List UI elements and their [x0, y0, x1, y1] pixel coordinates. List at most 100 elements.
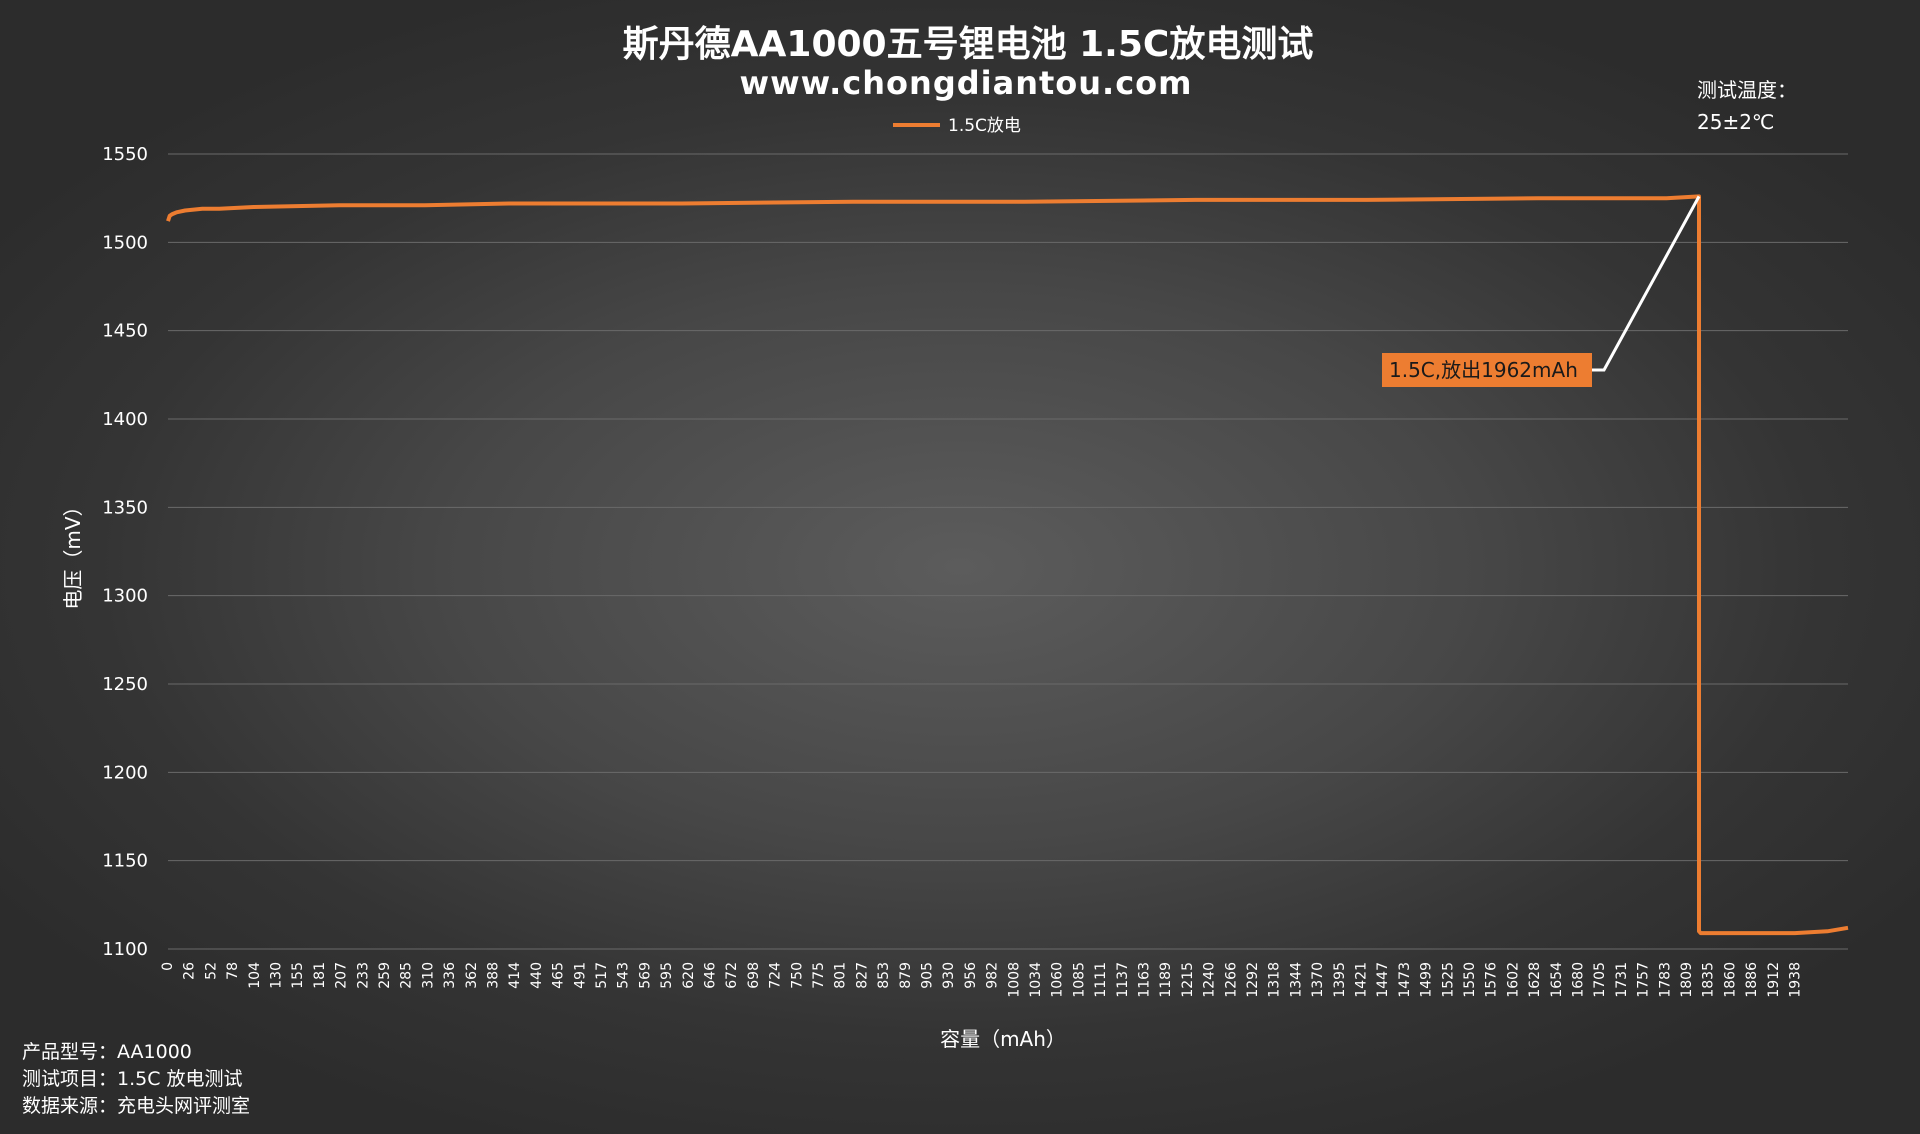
y-tick-label: 1100 — [102, 939, 148, 960]
x-tick-label: 78 — [225, 962, 241, 980]
x-tick-label: 388 — [486, 962, 502, 989]
x-tick-label: 1344 — [1288, 962, 1304, 998]
x-tick-label: 465 — [551, 962, 567, 989]
x-tick-label: 1085 — [1071, 962, 1087, 998]
x-tick-label: 905 — [920, 962, 936, 989]
x-axis-label: 容量（mAh） — [940, 1027, 1066, 1051]
x-tick-label: 155 — [290, 962, 306, 989]
legend: 1.5C放电 — [893, 116, 1021, 136]
x-tick-label: 750 — [789, 962, 805, 989]
x-tick-label: 1421 — [1354, 962, 1370, 998]
series-line — [166, 194, 1849, 936]
x-tick-label: 982 — [985, 962, 1001, 989]
x-tick-label: 181 — [312, 962, 328, 989]
y-tick-label: 1550 — [102, 144, 148, 165]
x-tick-label: 1731 — [1614, 962, 1630, 998]
x-axis-ticks: 0 26 52 78 104 130 155 181 207 233 259 285 310 336 362… — [160, 962, 1804, 998]
info-test-item: 测试项目：1.5C 放电测试 — [22, 1068, 243, 1090]
annotation: 1.5C,放出1962mAh — [1382, 195, 1701, 387]
x-tick-label: 1008 — [1006, 962, 1022, 998]
y-tick-label: 1200 — [102, 762, 148, 783]
x-tick-label: 1111 — [1093, 962, 1109, 998]
x-tick-label: 440 — [529, 962, 545, 989]
annotation-box — [1382, 353, 1592, 387]
x-tick-label: 26 — [182, 962, 198, 980]
y-tick-label: 1150 — [102, 851, 148, 872]
grid — [168, 153, 1848, 950]
x-tick-label: 775 — [811, 962, 827, 989]
temperature-value: 25±2℃ — [1697, 110, 1774, 134]
legend-label: 1.5C放电 — [948, 116, 1021, 136]
x-tick-label: 1576 — [1484, 962, 1500, 998]
x-tick-label: 52 — [203, 962, 219, 980]
x-tick-label: 853 — [876, 962, 892, 989]
x-tick-label: 1654 — [1549, 962, 1565, 998]
annotation-text: 1.5C,放出1962mAh — [1389, 358, 1578, 382]
x-tick-label: 1034 — [1028, 962, 1044, 998]
info-source: 数据来源：充电头网评测室 — [22, 1095, 250, 1117]
x-tick-label: 1757 — [1636, 962, 1652, 998]
x-tick-label: 1370 — [1310, 962, 1326, 998]
chart-title: 斯丹德AA1000五号锂电池 1.5C放电测试 — [623, 24, 1314, 65]
x-tick-label: 1395 — [1332, 962, 1348, 998]
x-tick-label: 1292 — [1245, 962, 1261, 998]
x-tick-label: 0 — [160, 962, 176, 971]
x-tick-label: 1550 — [1462, 962, 1478, 998]
x-tick-label: 1447 — [1375, 962, 1391, 998]
x-tick-label: 1189 — [1158, 962, 1174, 998]
x-tick-label: 104 — [247, 962, 263, 989]
y-tick-label: 1450 — [102, 321, 148, 342]
x-tick-label: 879 — [898, 962, 914, 989]
y-tick-label: 1500 — [102, 232, 148, 253]
x-tick-label: 233 — [355, 962, 371, 989]
annotation-leader-line — [1592, 195, 1701, 372]
x-tick-label: 207 — [334, 962, 350, 989]
x-tick-label: 1137 — [1115, 962, 1131, 998]
x-tick-label: 1835 — [1701, 962, 1717, 998]
x-tick-label: 1266 — [1223, 962, 1239, 998]
x-tick-label: 1886 — [1744, 962, 1760, 998]
x-tick-label: 310 — [420, 962, 436, 989]
x-tick-label: 362 — [464, 962, 480, 989]
x-tick-label: 1809 — [1679, 962, 1695, 998]
x-tick-label: 595 — [659, 962, 675, 989]
x-tick-label: 491 — [572, 962, 588, 989]
x-tick-label: 569 — [637, 962, 653, 989]
x-tick-label: 930 — [941, 962, 957, 989]
x-tick-label: 801 — [833, 962, 849, 989]
x-tick-label: 285 — [399, 962, 415, 989]
x-tick-label: 1473 — [1397, 962, 1413, 998]
x-tick-label: 130 — [269, 962, 285, 989]
x-tick-label: 1525 — [1440, 962, 1456, 998]
x-tick-label: 414 — [507, 962, 523, 989]
y-tick-label: 1350 — [102, 497, 148, 518]
y-tick-label: 1400 — [102, 409, 148, 430]
x-tick-label: 620 — [681, 962, 697, 989]
x-tick-label: 1783 — [1657, 962, 1673, 998]
temperature-label: 测试温度： — [1697, 78, 1797, 102]
x-tick-label: 1215 — [1180, 962, 1196, 998]
y-axis-ticks: 1550 1500 1450 1400 1350 1300 1250 1200 1150 1100 — [102, 144, 148, 960]
x-tick-label: 827 — [854, 962, 870, 989]
x-tick-label: 672 — [724, 962, 740, 989]
x-tick-label: 1912 — [1766, 962, 1782, 998]
x-tick-label: 517 — [594, 962, 610, 989]
x-tick-label: 543 — [616, 962, 632, 989]
info-model: 产品型号：AA1000 — [22, 1041, 192, 1063]
y-tick-label: 1250 — [102, 674, 148, 695]
x-tick-label: 646 — [703, 962, 719, 989]
x-tick-label: 1705 — [1592, 962, 1608, 998]
x-tick-label: 336 — [442, 962, 458, 989]
y-tick-label: 1300 — [102, 586, 148, 607]
x-tick-label: 956 — [963, 962, 979, 989]
x-tick-label: 1602 — [1505, 962, 1521, 998]
x-tick-label: 1240 — [1202, 962, 1218, 998]
x-tick-label: 698 — [746, 962, 762, 989]
x-tick-label: 724 — [768, 962, 784, 989]
x-tick-label: 259 — [377, 962, 393, 989]
y-axis-label: 电压（mV） — [61, 496, 85, 609]
series-layer — [166, 194, 1849, 936]
x-tick-label: 1680 — [1571, 962, 1587, 998]
